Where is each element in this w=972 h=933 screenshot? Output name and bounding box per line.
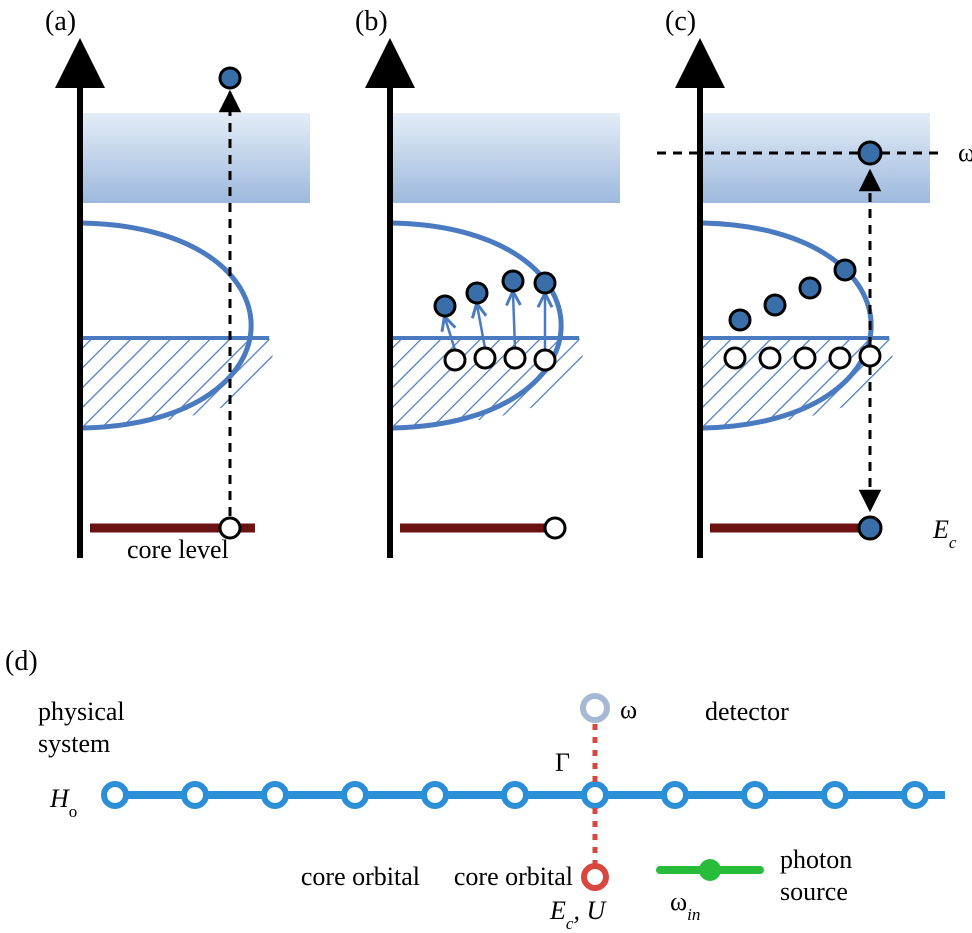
chain-node: [824, 784, 846, 806]
hole: [445, 350, 465, 370]
detector-node: [583, 696, 607, 720]
electron: [859, 142, 881, 164]
electron: [503, 271, 523, 291]
label-physical: physical: [38, 697, 125, 726]
chain-node: [264, 784, 286, 806]
label-source: source: [780, 877, 848, 906]
panel-label-c: (c): [665, 6, 696, 37]
label-core-orbital: core orbital: [454, 862, 573, 891]
hole: [795, 348, 815, 368]
label-H0: Ho: [49, 784, 77, 821]
electron: [859, 517, 881, 539]
electron: [835, 260, 855, 280]
label-EcU: Ec, U: [549, 896, 607, 933]
electron: [535, 273, 555, 293]
core-level-label: core level: [127, 535, 229, 564]
continuum-band: [393, 113, 620, 203]
hole: [535, 350, 555, 370]
panel-label-d: (d): [5, 646, 38, 677]
chain-node: [664, 784, 686, 806]
hole: [475, 348, 495, 368]
hole: [860, 346, 880, 366]
label-omega-d: ω: [620, 695, 637, 724]
chain-node: [104, 784, 126, 806]
omega-label: ω: [958, 138, 972, 167]
hole: [545, 518, 565, 538]
electron: [220, 68, 240, 88]
chain-node: [904, 784, 926, 806]
chain-node: [424, 784, 446, 806]
continuum-band: [703, 113, 930, 203]
core-node: [584, 866, 606, 888]
label-gamma: Γ: [555, 748, 570, 777]
hole: [760, 348, 780, 368]
hole: [725, 348, 745, 368]
continuum-band: [83, 113, 310, 203]
svg-text:core orbital: core orbital: [301, 862, 420, 891]
hole: [505, 348, 525, 368]
hole: [830, 348, 850, 368]
chain-node: [584, 784, 606, 806]
label-photon: photon: [780, 845, 852, 874]
photon-dot: [699, 859, 721, 881]
label-omega-in: ωin: [670, 887, 700, 924]
chain-node: [744, 784, 766, 806]
electron: [730, 310, 750, 330]
electron: [800, 278, 820, 298]
panel-label-a: (a): [45, 6, 76, 37]
label-system: system: [38, 729, 110, 758]
chain-node: [344, 784, 366, 806]
ec-label: Ec: [932, 515, 957, 552]
label-detector: detector: [705, 697, 789, 726]
electron: [467, 283, 487, 303]
electron: [765, 295, 785, 315]
panel-label-b: (b): [355, 6, 388, 37]
panel-d: physical system Ho ω Γdetector core orbital co…: [38, 695, 945, 933]
chain-node: [184, 784, 206, 806]
chain-node: [504, 784, 526, 806]
electron: [435, 296, 455, 316]
